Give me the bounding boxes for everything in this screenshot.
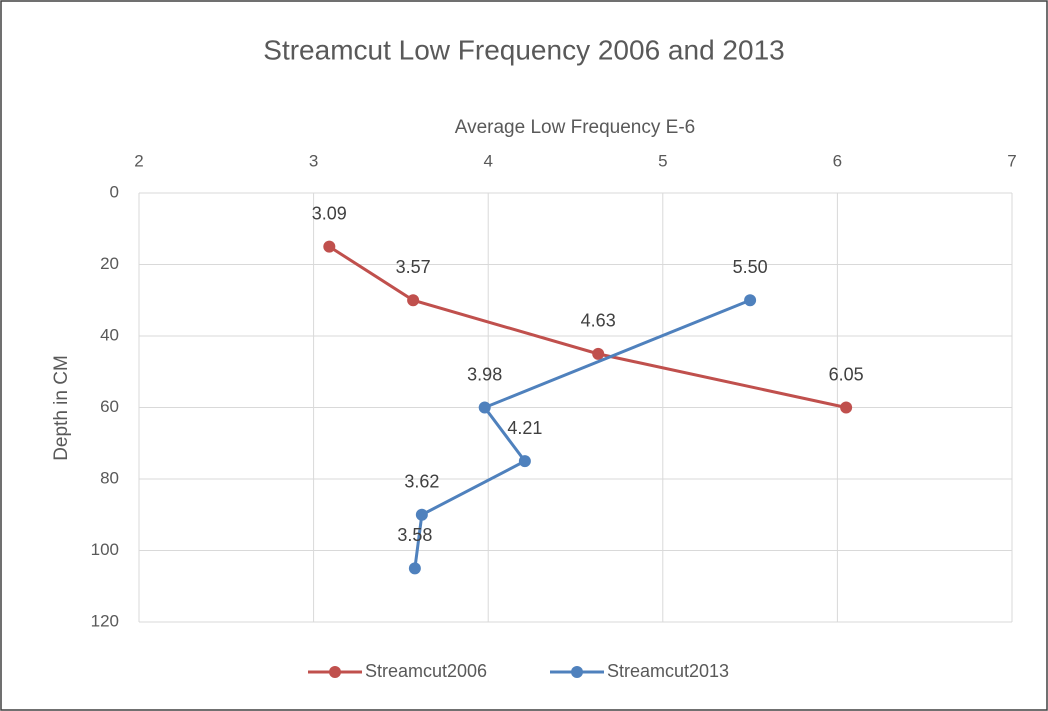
data-label: 6.05 [829,364,864,384]
y-tick-label: 100 [91,540,119,559]
legend-label: Streamcut2006 [365,661,487,681]
y-tick-label: 20 [100,254,119,273]
y-tick-label: 0 [110,182,119,201]
x-axis-title: Average Low Frequency E-6 [455,117,695,138]
x-tick-label: 5 [658,151,667,170]
x-tick-label: 3 [309,151,318,170]
data-label: 3.09 [312,203,347,223]
data-label: 5.50 [733,257,768,277]
data-label: 3.62 [404,472,439,492]
data-point [592,347,605,360]
data-point [518,455,531,468]
data-label: 4.63 [581,311,616,331]
legend-label: Streamcut2013 [607,661,729,681]
data-label: 3.58 [397,525,432,545]
data-point [408,562,421,575]
data-point [840,401,853,414]
data-point [744,294,757,307]
series-line [328,245,847,409]
data-point [323,240,336,253]
data-point [478,401,491,414]
legend-marker [571,666,583,678]
x-tick-label: 7 [1007,151,1016,170]
data-point [407,294,420,307]
data-point [415,508,428,521]
legend-marker [329,666,341,678]
data-label: 3.98 [467,364,502,384]
x-tick-label: 4 [483,151,492,170]
y-tick-label: 120 [91,611,119,630]
y-axis-title: Depth in CM [51,355,72,461]
data-label: 3.57 [396,257,431,277]
y-tick-label: 80 [100,468,119,487]
y-tick-label: 60 [100,397,119,416]
y-tick-label: 40 [100,325,119,344]
x-tick-label: 6 [833,151,842,170]
data-label: 4.21 [507,418,542,438]
chart-title: Streamcut Low Frequency 2006 and 2013 [263,34,784,65]
x-tick-label: 2 [134,151,143,170]
